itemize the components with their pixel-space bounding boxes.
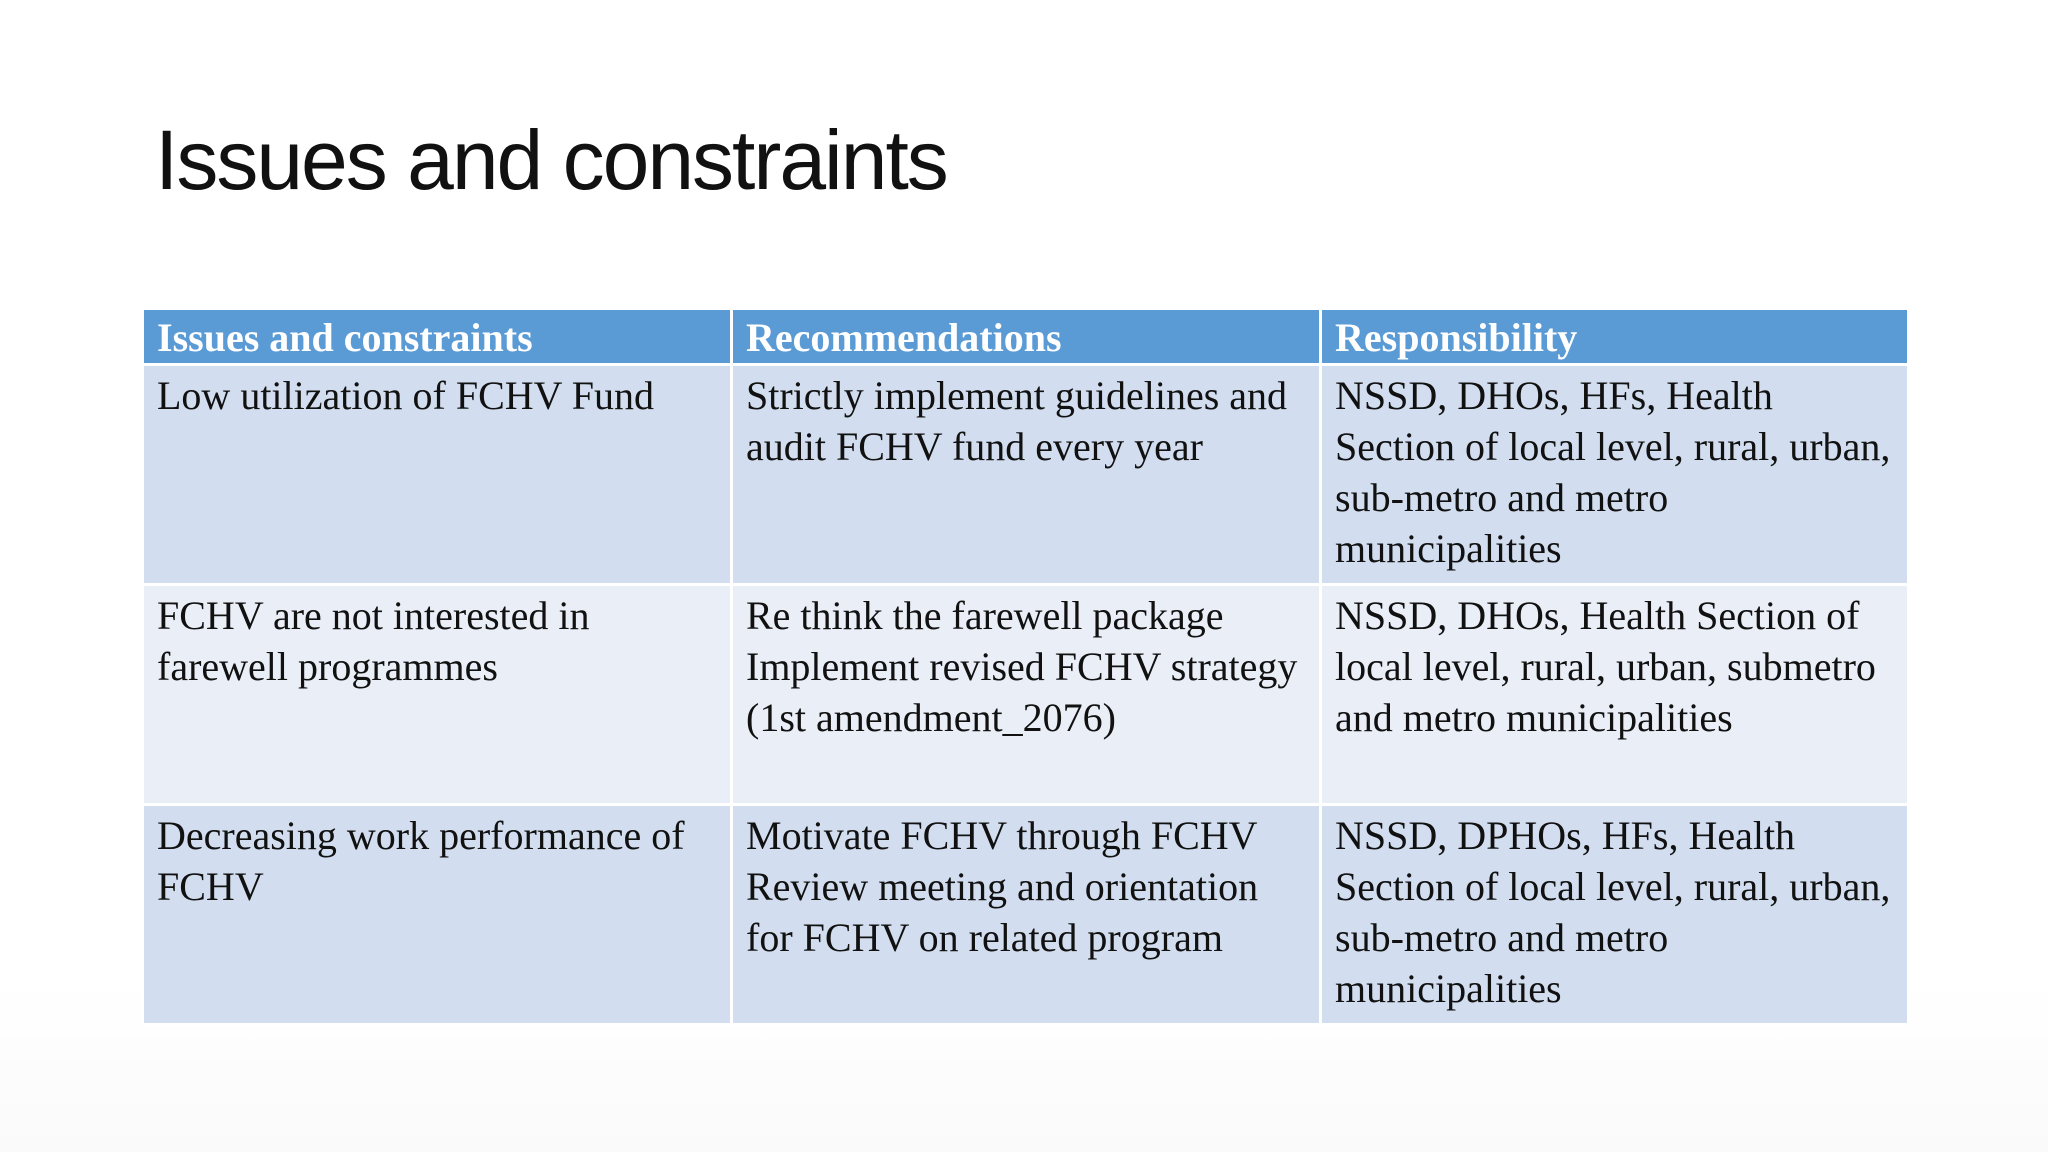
recommendation-cell: Motivate FCHV through FCHV Review meetin… — [730, 803, 1322, 1026]
header-recommendations: Recommendations — [730, 307, 1322, 366]
header-issues-and-constraints: Issues and constraints — [141, 307, 733, 366]
table-row: Low utilization of FCHV Fund Strictly im… — [141, 363, 1910, 586]
table-row: Decreasing work performance of FCHV Moti… — [141, 803, 1910, 1026]
recommendation-cell: Strictly implement guidelines and audit … — [730, 363, 1322, 586]
responsibility-cell: NSSD, DHOs, Health Section of local leve… — [1319, 583, 1910, 806]
issue-cell: FCHV are not interested in farewell prog… — [141, 583, 733, 806]
issues-table: Issues and constraints Recommendations R… — [141, 307, 1910, 1026]
header-responsibility: Responsibility — [1319, 307, 1910, 366]
responsibility-cell: NSSD, DHOs, HFs, Health Section of local… — [1319, 363, 1910, 586]
table-row: FCHV are not interested in farewell prog… — [141, 583, 1910, 806]
issue-cell: Decreasing work performance of FCHV — [141, 803, 733, 1026]
recommendation-cell: Re think the farewell package Implement … — [730, 583, 1322, 806]
issue-cell: Low utilization of FCHV Fund — [141, 363, 733, 586]
table-header-row: Issues and constraints Recommendations R… — [141, 307, 1910, 366]
responsibility-cell: NSSD, DPHOs, HFs, Health Section of loca… — [1319, 803, 1910, 1026]
slide-title: Issues and constraints — [155, 113, 949, 207]
